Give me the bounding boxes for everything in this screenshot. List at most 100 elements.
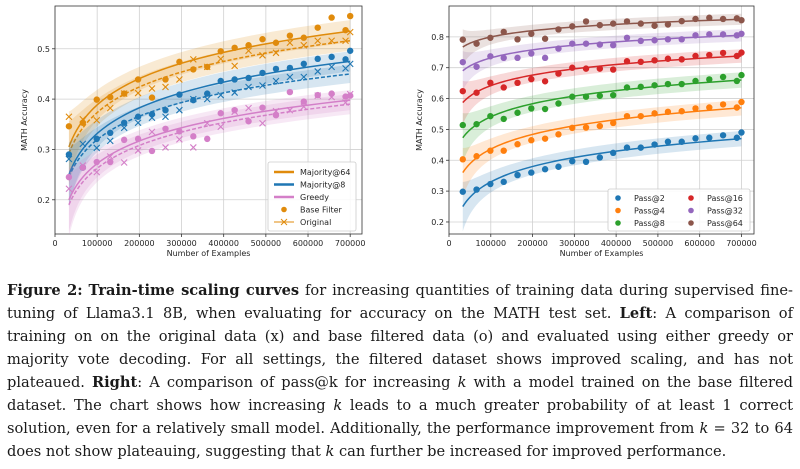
y-tick-label: 0.3 [431,187,444,196]
caption-k-4: k [325,443,335,460]
data-point-x [231,108,239,116]
data-point-x [93,168,101,176]
legend-label: Base Filter [300,206,343,215]
legend-item: Majority@64 [274,168,350,177]
plot-frame [448,5,755,235]
data-point [300,60,308,68]
fit-line [68,39,351,154]
data-point [692,77,699,85]
data-point [176,91,183,98]
data-point [738,129,745,136]
data-point [719,31,727,38]
data-point-x [328,93,336,101]
data-point [719,132,727,139]
data-point-x [217,55,225,63]
confidence-band [68,30,351,186]
data-point-x [346,90,354,98]
caption-right-label: Right [92,374,138,391]
data-point [555,100,562,107]
caption-text-5: leads to a much greater probability of a… [7,397,793,437]
x-tick-label: 700000 [335,239,366,248]
data-point [706,14,713,21]
data-point [678,36,685,43]
data-point-x [134,147,142,154]
data-point [300,34,308,41]
data-point [651,110,658,117]
legend-item: Original [274,218,331,227]
legend-x-icon [280,218,288,226]
data-point [346,92,354,99]
legend: Majority@64 Majority@8 Greedy Base Filter Or… [267,161,357,232]
legend-item: Greedy [274,193,329,202]
data-point [286,88,294,96]
x-tick-label: 100000 [476,239,507,248]
data-point [190,66,197,73]
y-tick-label: 0.4 [37,95,50,104]
legend-label: Original [300,218,331,227]
data-point [93,158,100,166]
data-point [692,52,699,60]
caption-text-6: = 32 to 64 does not show plateauing, sug… [7,420,794,460]
data-point [637,37,644,45]
data-point [692,32,699,39]
data-point [733,77,741,85]
data-point [176,58,183,66]
data-point [528,137,535,144]
legend-item: Pass@2 [615,194,665,203]
data-point-x [300,41,308,49]
data-point [596,122,604,130]
data-point [582,158,590,166]
data-point [596,92,604,99]
data-point [162,125,169,133]
data-point [582,93,590,100]
data-point-x [189,144,197,151]
data-point [328,53,335,61]
data-point [514,109,521,116]
data-point-x [314,37,322,45]
fit-line [68,99,351,201]
legend-box [607,188,751,232]
y-tick-label: 0.3 [37,145,50,154]
data-point-x [79,140,87,148]
data-point [500,147,507,154]
data-point-x [272,77,280,85]
data-layer [65,12,354,234]
data-point-x [162,144,169,151]
y-tick-label: 0.6 [431,95,444,104]
data-point [596,21,604,29]
data-point-x [106,137,114,145]
data-point [719,15,727,23]
data-point-x [189,95,197,103]
data-point [582,124,590,131]
data-point [245,42,252,49]
data-point [733,134,741,141]
confidence-band [68,94,351,234]
data-point-x [65,113,73,121]
data-point [314,55,321,63]
data-point [93,96,100,103]
data-point [738,49,745,56]
data-point [541,166,549,173]
data-point [500,54,507,62]
data-point-x [259,51,266,59]
legend-label: Pass@32 [707,207,743,216]
data-point-x [79,162,87,169]
data-point-x [272,107,280,115]
data-point-x [217,123,225,131]
figure-title: Train-time scaling curves [88,282,300,299]
data-point [459,121,466,129]
data-point [134,135,142,143]
data-point [596,154,604,161]
data-point-x [120,159,128,166]
data-point [190,133,197,140]
data-point-x [79,115,87,123]
data-point [217,110,224,117]
data-point [272,65,280,73]
data-point [569,93,576,100]
y-tick-label: 0.5 [37,45,50,54]
data-point [204,135,211,143]
data-point [609,119,617,127]
data-point [609,41,617,49]
data-point [487,147,494,154]
data-point [459,87,466,95]
